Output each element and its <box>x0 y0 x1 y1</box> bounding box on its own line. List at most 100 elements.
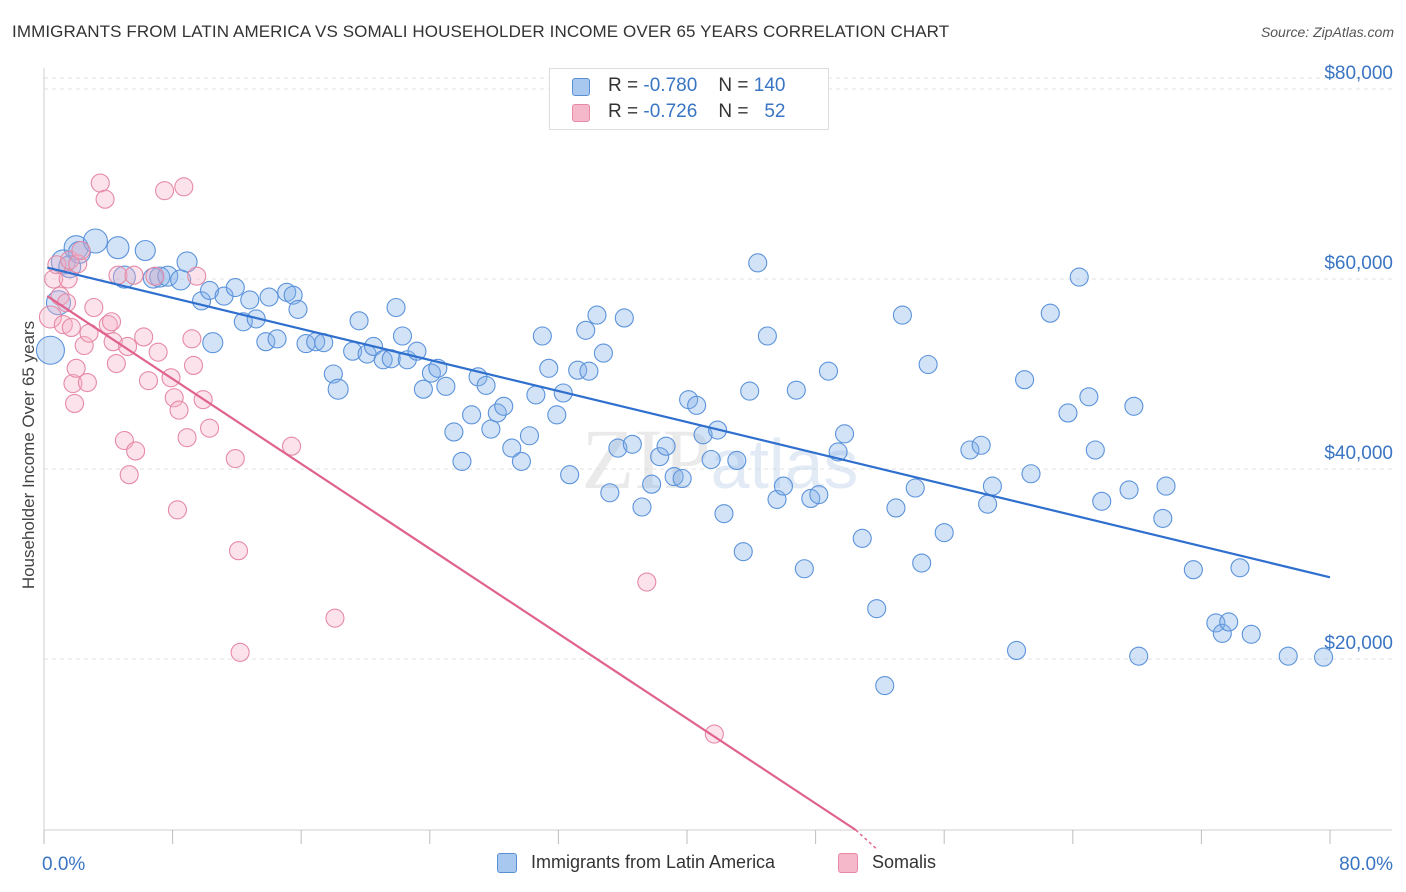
point-latin-america <box>106 236 130 260</box>
point-somalis <box>38 305 62 329</box>
point-latin-america <box>593 343 613 363</box>
trend-line-latin-america <box>46 266 1331 579</box>
point-somalis <box>182 329 202 349</box>
point-latin-america <box>134 239 156 262</box>
point-somalis <box>200 418 220 438</box>
point-latin-america <box>494 396 514 416</box>
point-somalis <box>637 572 657 592</box>
point-latin-america <box>834 424 855 444</box>
point-latin-america <box>1079 387 1099 407</box>
point-somalis <box>183 355 204 376</box>
point-somalis <box>66 358 86 378</box>
point-somalis <box>177 428 197 448</box>
data-points <box>35 173 1334 744</box>
point-latin-america <box>656 436 676 456</box>
point-latin-america <box>1129 646 1149 666</box>
x-tick-label: 0.0% <box>42 854 85 875</box>
point-somalis <box>108 265 128 285</box>
point-latin-america <box>650 447 670 467</box>
point-latin-america <box>1021 464 1041 484</box>
point-latin-america <box>912 553 932 573</box>
point-latin-america <box>701 449 721 470</box>
point-somalis <box>138 371 159 391</box>
point-latin-america <box>786 380 806 400</box>
point-latin-america <box>288 299 308 319</box>
point-latin-america <box>373 350 393 370</box>
trend-lines <box>46 266 1331 851</box>
point-latin-america <box>757 326 777 346</box>
point-latin-america <box>852 528 872 548</box>
point-latin-america <box>608 438 628 458</box>
legend-r-label: R = <box>608 101 639 122</box>
point-latin-america <box>256 332 276 352</box>
point-latin-america <box>519 426 540 446</box>
point-latin-america <box>1085 440 1105 460</box>
stats-legend: R = -0.780 N = 140 R = -0.726 N = 52 <box>549 68 829 130</box>
point-latin-america <box>200 280 220 300</box>
x-tick-label: 80.0% <box>1339 854 1393 875</box>
point-latin-america <box>773 476 794 496</box>
point-latin-america <box>576 320 596 340</box>
point-latin-america <box>1006 640 1027 661</box>
point-somalis <box>225 448 245 469</box>
point-somalis <box>63 373 83 394</box>
point-latin-america <box>1069 267 1089 287</box>
legend-n-value: 52 <box>764 101 786 122</box>
point-somalis <box>119 465 139 485</box>
y-axis-label: Householder Income Over 65 years <box>19 321 38 589</box>
point-latin-america <box>526 385 546 405</box>
point-latin-america <box>971 435 991 455</box>
legend-swatch-somalis <box>572 104 590 122</box>
point-latin-america <box>1058 403 1078 423</box>
point-somalis <box>174 177 194 197</box>
point-somalis <box>325 608 345 628</box>
point-somalis <box>90 173 110 193</box>
legend-n-label: N = <box>718 101 749 122</box>
point-latin-america <box>462 405 482 425</box>
point-latin-america <box>1278 646 1298 666</box>
point-somalis <box>126 441 146 461</box>
series-somalis <box>38 173 724 744</box>
legend-r-value: -0.726 <box>643 101 698 122</box>
y-tick-label: $40,000 <box>1324 443 1393 464</box>
point-latin-america <box>1153 508 1173 528</box>
axes <box>43 68 1392 844</box>
point-latin-america <box>1183 560 1203 580</box>
point-latin-america <box>918 354 938 375</box>
point-latin-america <box>413 379 433 399</box>
point-latin-america <box>905 478 925 498</box>
point-somalis <box>167 500 187 520</box>
point-somalis <box>77 372 97 393</box>
point-latin-america <box>960 440 980 460</box>
point-latin-america <box>452 451 472 471</box>
source-label: Source: ZipAtlas.com <box>1260 24 1394 40</box>
point-latin-america <box>283 285 303 305</box>
series-latin-america <box>35 228 1334 696</box>
point-somalis <box>74 335 94 356</box>
legend-label-latin-america: Immigrants from Latin America <box>531 852 776 872</box>
y-tick-label: $60,000 <box>1324 253 1393 274</box>
point-latin-america <box>982 476 1002 496</box>
legend-n-label: N = <box>718 75 749 96</box>
point-latin-america <box>476 375 496 395</box>
point-latin-america <box>587 305 607 325</box>
trend-line-somalis <box>46 295 857 831</box>
point-latin-america <box>818 361 839 381</box>
point-somalis <box>148 342 168 362</box>
point-somalis <box>84 297 104 318</box>
point-latin-america <box>740 381 760 401</box>
point-somalis <box>228 541 249 561</box>
point-latin-america <box>687 395 707 415</box>
point-latin-america <box>978 494 998 514</box>
point-latin-america <box>240 290 260 310</box>
point-latin-america <box>267 329 287 349</box>
legend-r-label: R = <box>608 75 639 96</box>
point-latin-america <box>672 468 692 489</box>
point-latin-america <box>794 559 814 579</box>
y-tick-label: $80,000 <box>1324 63 1393 84</box>
point-latin-america <box>1015 370 1035 390</box>
point-somalis <box>106 353 126 374</box>
point-somalis <box>230 642 250 662</box>
y-tick-label: $20,000 <box>1324 633 1393 654</box>
